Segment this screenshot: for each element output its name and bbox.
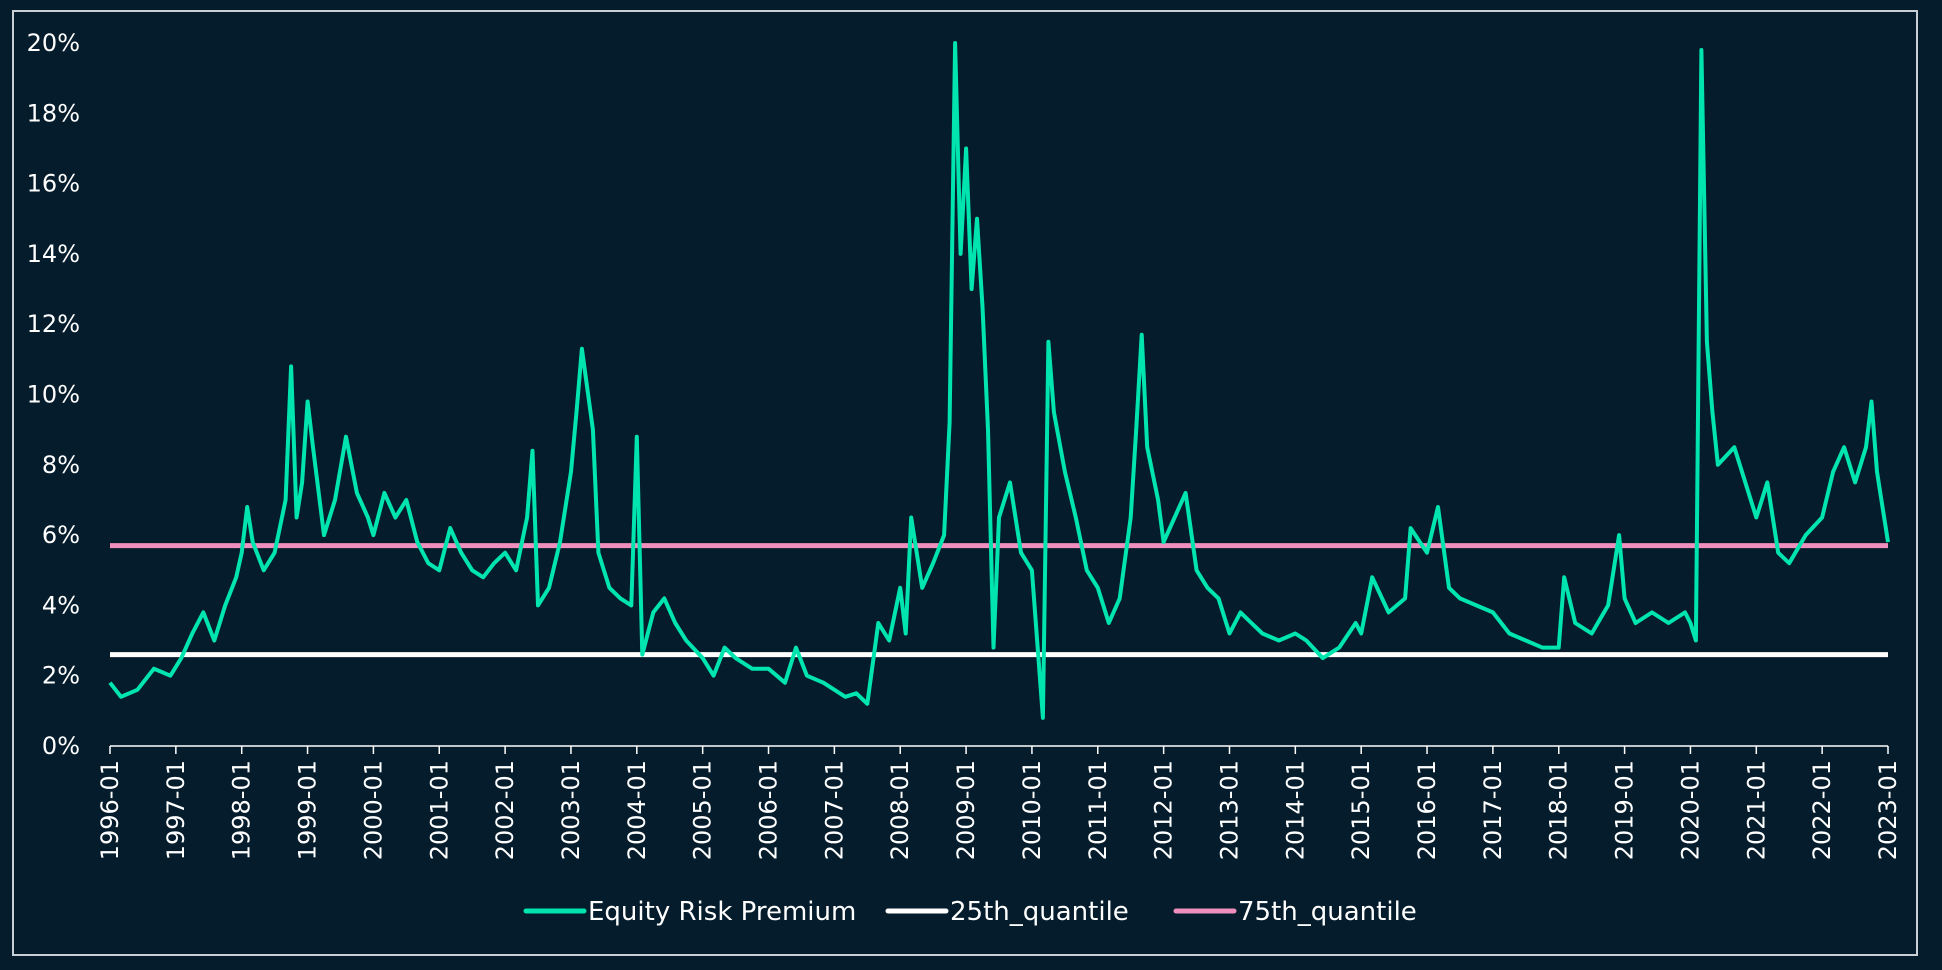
x-tick-label: 1996-01 bbox=[96, 760, 124, 860]
chart-frame bbox=[12, 10, 1918, 956]
x-tick-label: 1997-01 bbox=[162, 760, 190, 860]
x-tick-label: 2009-01 bbox=[952, 760, 980, 860]
y-tick-label: 20% bbox=[27, 29, 80, 57]
x-tick-label: 2011-01 bbox=[1084, 760, 1112, 860]
x-tick-label: 2014-01 bbox=[1281, 760, 1309, 860]
x-tick-label: 2001-01 bbox=[425, 760, 453, 860]
legend-label: 25th_quantile bbox=[950, 897, 1129, 927]
x-tick-label: 2021-01 bbox=[1742, 760, 1770, 860]
x-tick-label: 2002-01 bbox=[491, 760, 519, 860]
y-tick-label: 0% bbox=[42, 732, 80, 760]
x-tick-label: 2010-01 bbox=[1018, 760, 1046, 860]
series-line-equity-risk-premium bbox=[108, 41, 1890, 720]
x-tick-label: 2012-01 bbox=[1150, 760, 1178, 860]
x-tick-label: 2004-01 bbox=[623, 760, 651, 860]
x-axis-ticks: 1996-01 1997-01 1998-01 1999-01 2000-01 2001-… bbox=[96, 746, 1902, 860]
y-tick-label: 16% bbox=[27, 170, 80, 198]
y-tick-label: 10% bbox=[27, 381, 80, 409]
x-tick-label: 2017-01 bbox=[1479, 760, 1507, 860]
y-tick-label: 4% bbox=[42, 591, 80, 619]
x-tick-label: 2023-01 bbox=[1874, 760, 1902, 860]
legend-label: Equity Risk Premium bbox=[588, 897, 856, 927]
x-tick-label: 2005-01 bbox=[689, 760, 717, 860]
x-tick-label: 2016-01 bbox=[1413, 760, 1441, 860]
y-tick-label: 18% bbox=[27, 99, 80, 127]
x-tick-label: 2000-01 bbox=[359, 760, 387, 860]
x-tick-label: 2022-01 bbox=[1808, 760, 1836, 860]
x-tick-label: 1999-01 bbox=[294, 760, 322, 860]
x-tick-label: 2018-01 bbox=[1545, 760, 1573, 860]
legend: Equity Risk Premium 25th_quantile 75th_qua… bbox=[523, 897, 1417, 927]
y-tick-label: 2% bbox=[42, 662, 80, 690]
x-tick-label: 1998-01 bbox=[228, 760, 256, 860]
y-tick-label: 8% bbox=[42, 451, 80, 479]
y-axis-ticks: 0% 2% 4% 6% 8% 10% 12% 14% 16% 18% 20% bbox=[27, 29, 80, 760]
y-tick-label: 12% bbox=[27, 310, 80, 338]
x-tick-label: 2019-01 bbox=[1611, 760, 1639, 860]
x-tick-label: 2006-01 bbox=[755, 760, 783, 860]
x-tick-label: 2003-01 bbox=[557, 760, 585, 860]
y-tick-label: 6% bbox=[42, 521, 80, 549]
x-tick-label: 2020-01 bbox=[1676, 760, 1704, 860]
x-tick-label: 2008-01 bbox=[886, 760, 914, 860]
x-tick-label: 2013-01 bbox=[1215, 760, 1243, 860]
series-layer bbox=[108, 41, 1890, 720]
x-tick-label: 2015-01 bbox=[1347, 760, 1375, 860]
y-tick-label: 14% bbox=[27, 240, 80, 268]
legend-label: 75th_quantile bbox=[1238, 897, 1417, 927]
x-tick-label: 2007-01 bbox=[820, 760, 848, 860]
